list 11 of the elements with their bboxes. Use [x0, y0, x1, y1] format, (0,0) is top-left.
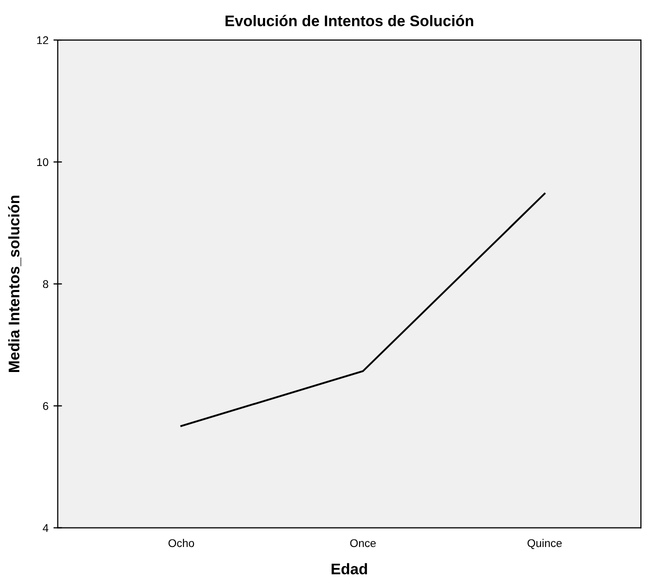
x-axis-title: Edad — [332, 563, 367, 574]
y-tick-label: 8 — [43, 280, 48, 288]
y-tick-label: 12 — [37, 36, 48, 44]
y-tick-label: 4 — [42, 524, 48, 532]
y-tick-label: 6 — [43, 402, 48, 410]
chart-title: Evolución de Intentos de Solución — [226, 14, 474, 26]
y-axis-title: Media Intentos_solución — [8, 196, 22, 372]
x-tick-label: Quince — [528, 538, 562, 550]
x-tick-label: Once — [350, 539, 376, 548]
x-tick-label: Ocho — [168, 538, 194, 548]
y-tick-label: 10 — [37, 158, 48, 166]
